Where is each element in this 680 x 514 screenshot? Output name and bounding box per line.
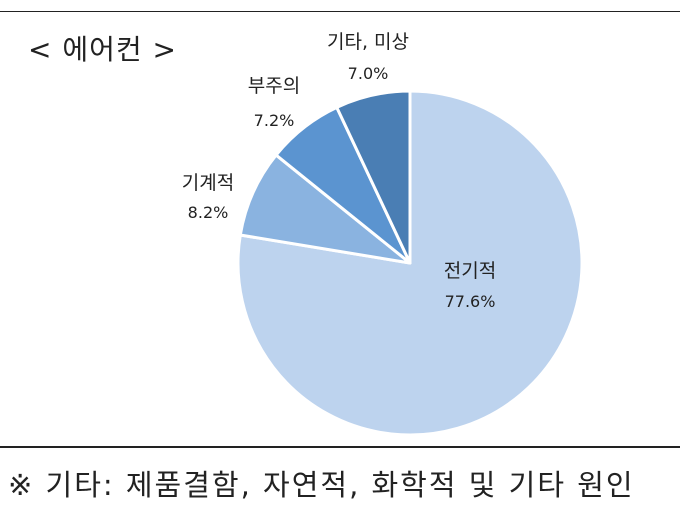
chart-title: < 에어컨 > [28,33,178,66]
pie-slice-4 [335,89,412,265]
slice-label-3: 부주의 [248,75,300,97]
bottom-rule [0,446,680,448]
slice-value-label-1: 77.6% [445,292,496,311]
slice-value-label-3: 7.2% [254,111,295,130]
footnote: ※ 기타: 제품결함, 자연적, 화학적 및 기타 원인 [8,468,635,502]
pie-slice-2 [238,153,412,265]
slice-value-label-4: 7.0% [348,64,389,83]
slice-label-1: 전기적 [444,260,496,282]
slice-label-2: 기계적 [182,172,234,194]
pie-slices [236,89,584,437]
top-rule [0,11,680,12]
pie-labels: 전기적 77.6% 기계적 8.2% 부주의 7.2% 기타, 미상 7.0% [182,31,496,311]
slice-label-4: 기타, 미상 [327,31,409,53]
slice-value-label-2: 8.2% [188,203,229,222]
